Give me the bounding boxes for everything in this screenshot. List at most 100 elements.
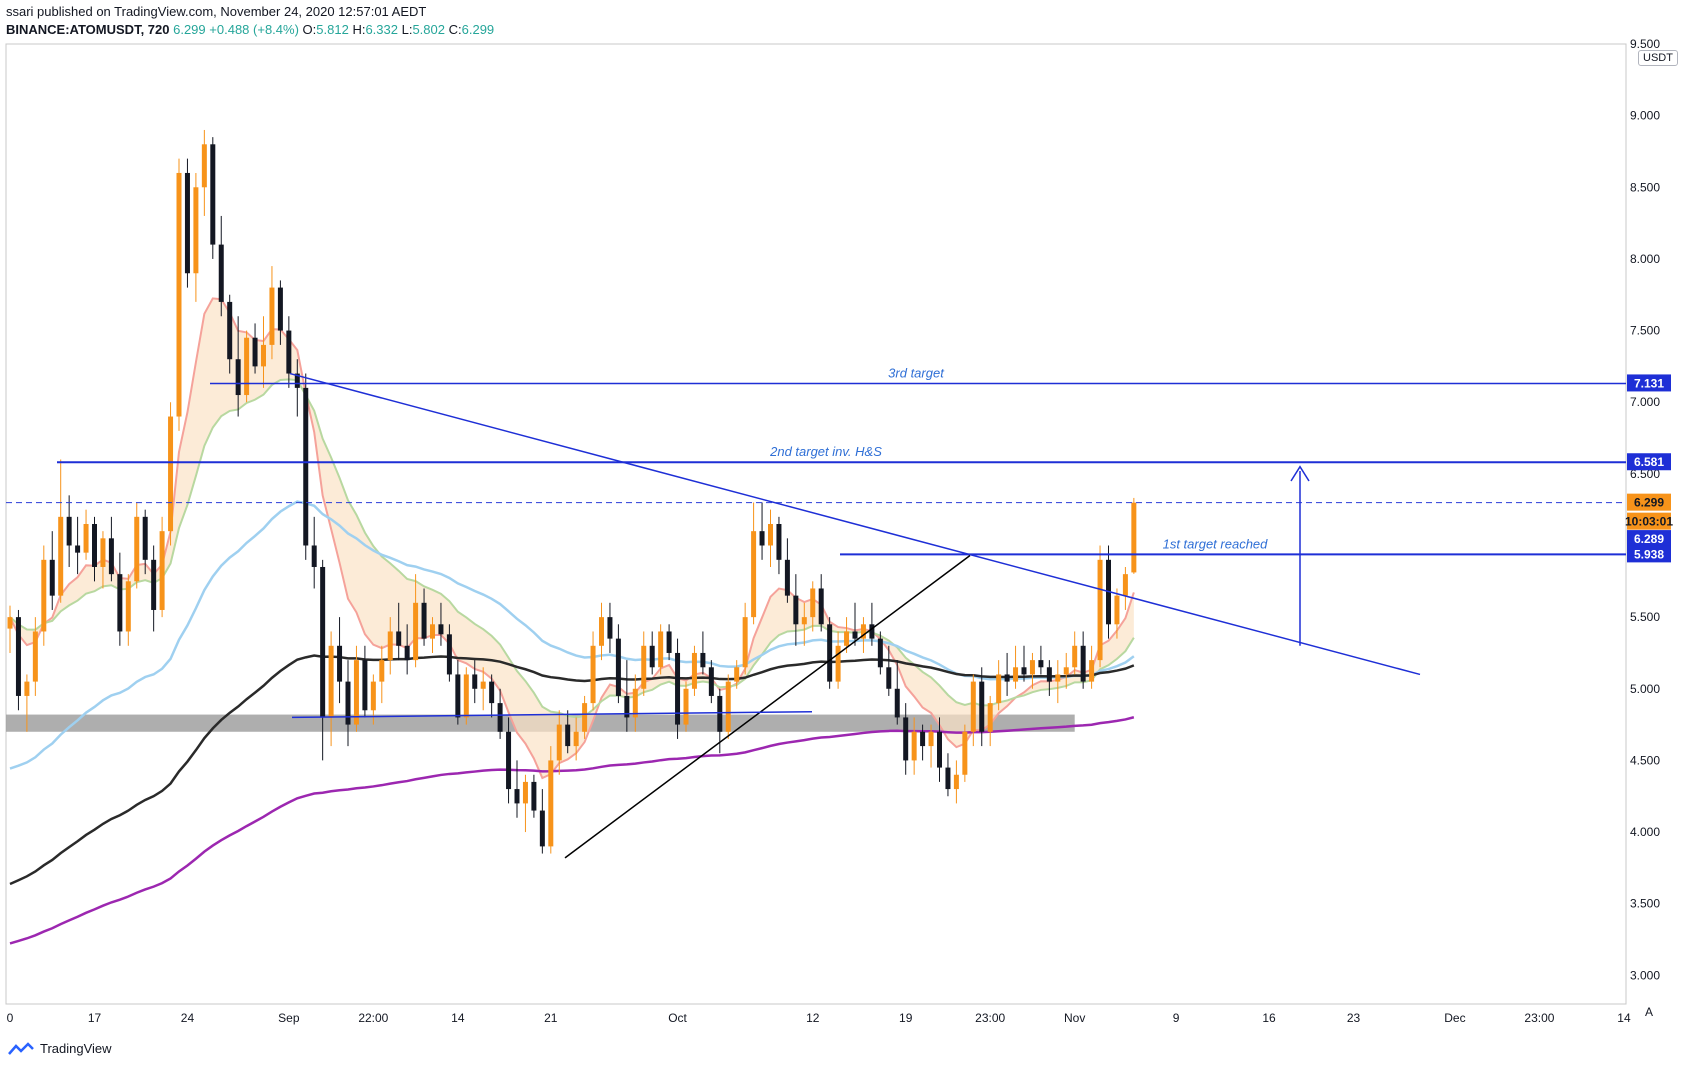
candle-body[interactable] [962, 731, 968, 775]
candle-body[interactable] [83, 524, 89, 553]
candle-body[interactable] [514, 789, 520, 804]
candle-body[interactable] [970, 681, 976, 732]
candle-body[interactable] [286, 330, 292, 374]
candle-body[interactable] [7, 617, 13, 629]
candle-body[interactable] [928, 731, 934, 747]
candle-body[interactable] [261, 344, 266, 367]
candle-body[interactable] [455, 674, 461, 718]
descending-trendline[interactable] [289, 372, 1421, 676]
candle-body[interactable] [49, 559, 55, 596]
candle-body[interactable] [894, 688, 900, 718]
candle-body[interactable] [117, 574, 123, 632]
candle-body[interactable] [641, 645, 647, 689]
candle-body[interactable] [100, 538, 106, 567]
candle-body[interactable] [776, 524, 782, 560]
price-axis[interactable]: 3.0003.5004.0004.5005.0005.5006.0006.500… [1625, 37, 1673, 982]
candle-body[interactable] [193, 187, 199, 274]
candle-body[interactable] [886, 667, 892, 689]
candle-body[interactable] [742, 617, 748, 668]
candle-body[interactable] [582, 703, 588, 732]
candle-body[interactable] [801, 617, 807, 625]
candle-body[interactable] [446, 634, 452, 675]
candle-body[interactable] [125, 581, 131, 632]
candle-body[interactable] [1080, 645, 1086, 682]
candle-body[interactable] [539, 810, 545, 847]
candle-body[interactable] [362, 660, 368, 711]
time-axis[interactable]: 0 17 24 Sep 22:00 14 21 Oct 12 19 23:00 Nov 9 16 23 Dec… [6, 1003, 1631, 1025]
candle-body[interactable] [768, 524, 773, 546]
candle-body[interactable] [1038, 660, 1044, 668]
candle-body[interactable] [413, 602, 419, 661]
candle-body[interactable] [869, 624, 875, 639]
candle-body[interactable] [58, 516, 64, 596]
candle-body[interactable] [1029, 660, 1035, 675]
candle-body[interactable] [168, 416, 174, 532]
candle-body[interactable] [421, 602, 427, 639]
candle-body[interactable] [1114, 595, 1120, 625]
candle-body[interactable] [624, 695, 630, 718]
candle-body[interactable] [337, 645, 343, 682]
drawn-lines[interactable]: 3rd target 2nd target inv. H&S 1st target … [6, 365, 1626, 859]
candle-body[interactable] [294, 373, 300, 388]
candle-body[interactable] [353, 660, 359, 725]
candle-body[interactable] [1122, 574, 1128, 596]
candle-body[interactable] [658, 631, 664, 668]
candle-body[interactable] [818, 588, 824, 625]
candle-body[interactable] [108, 538, 114, 575]
candle-body[interactable] [911, 731, 917, 761]
candle-body[interactable] [1097, 559, 1103, 661]
candle-body[interactable] [835, 645, 841, 682]
candle-body[interactable] [463, 674, 469, 718]
symbol-label[interactable]: BINANCE:ATOMUSDT, 720 [6, 22, 170, 37]
candle-body[interactable] [522, 781, 528, 804]
candle-body[interactable] [480, 681, 486, 689]
candle-body[interactable] [615, 638, 621, 696]
candle-body[interactable] [810, 588, 816, 618]
candle-body[interactable] [1021, 667, 1027, 675]
candle-body[interactable] [438, 624, 444, 635]
candle-body[interactable] [937, 731, 942, 768]
candle-body[interactable] [244, 337, 250, 396]
candle-body[interactable] [607, 617, 613, 639]
candle-body[interactable] [675, 652, 681, 725]
neckline[interactable] [291, 710, 813, 719]
candle-body[interactable] [759, 531, 765, 546]
candle-body[interactable] [996, 674, 1002, 704]
candle-body[interactable] [345, 681, 351, 725]
candle-body[interactable] [852, 631, 858, 639]
candle-body[interactable] [184, 172, 190, 274]
candle-body[interactable] [303, 387, 309, 546]
candle-body[interactable] [472, 674, 478, 689]
candle-body[interactable] [700, 652, 706, 668]
candle-body[interactable] [269, 287, 275, 345]
candle-body[interactable] [379, 660, 385, 682]
candle-body[interactable] [134, 516, 140, 582]
candle-body[interactable] [1046, 667, 1052, 682]
auto-scale-button[interactable]: A [1645, 1005, 1654, 1019]
candle-body[interactable] [489, 681, 495, 704]
candle-body[interactable] [708, 667, 714, 696]
candle-body[interactable] [24, 681, 30, 696]
candle-body[interactable] [370, 681, 376, 711]
candle-body[interactable] [404, 645, 410, 661]
candle-body[interactable] [227, 301, 233, 360]
candles[interactable] [7, 129, 1137, 854]
candle-body[interactable] [210, 144, 216, 245]
candle-body[interactable] [632, 688, 638, 718]
candle-body[interactable] [860, 624, 866, 639]
candle-body[interactable] [945, 767, 951, 790]
candle-body[interactable] [201, 144, 207, 188]
tradingview-logo[interactable]: TradingView [8, 1041, 112, 1056]
candle-body[interactable] [15, 617, 21, 696]
candle-body[interactable] [92, 524, 97, 567]
candle-body[interactable] [590, 645, 596, 704]
candle-body[interactable] [277, 287, 283, 331]
candle-body[interactable] [75, 545, 81, 553]
candle-body[interactable] [32, 631, 38, 682]
candle-body[interactable] [218, 244, 224, 302]
candle-body[interactable] [151, 559, 157, 610]
candle-body[interactable] [548, 760, 554, 847]
candle-body[interactable] [311, 545, 317, 567]
candle-body[interactable] [159, 531, 165, 610]
